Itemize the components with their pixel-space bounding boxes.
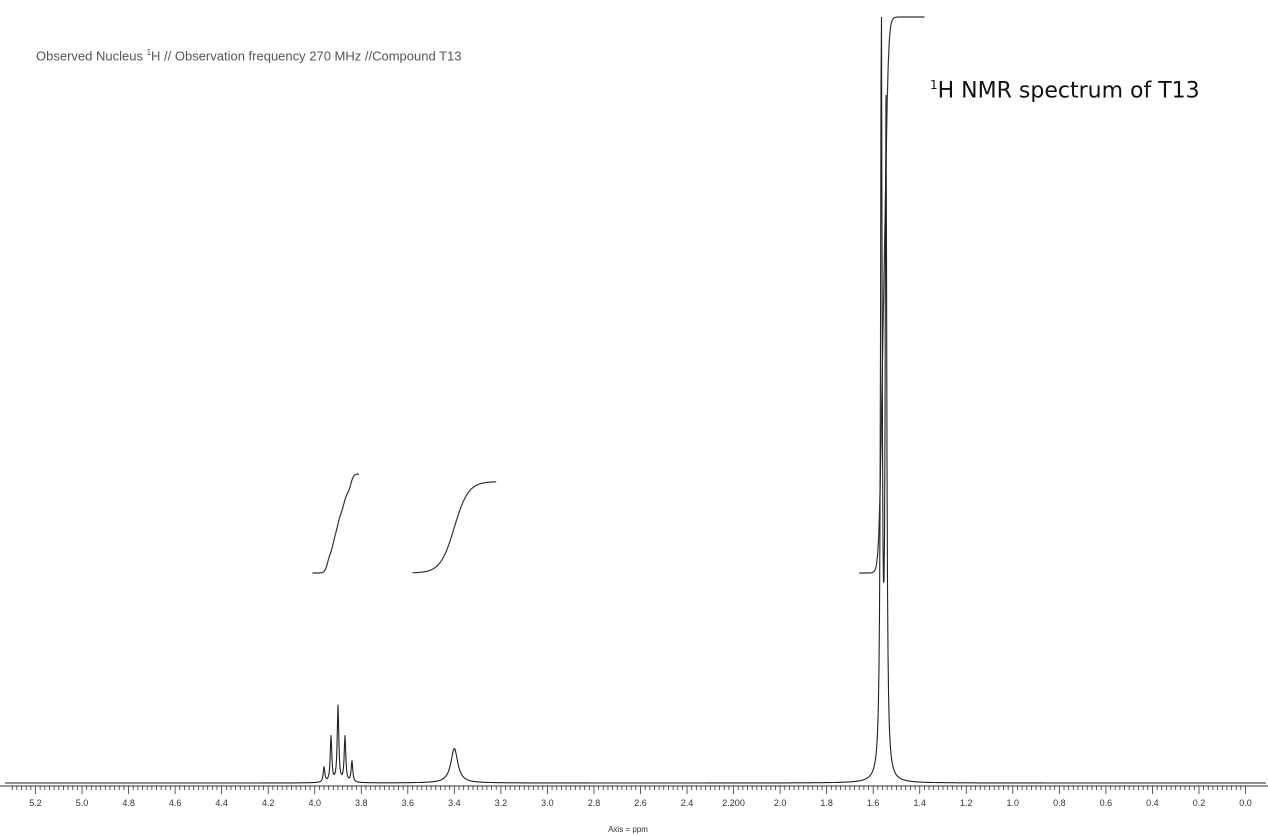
- acquisition-info-prefix: Observed Nucleus: [36, 48, 147, 64]
- acquisition-info-superscript: 1: [146, 48, 152, 57]
- acquisition-info-suffix: H // Observation frequency 270 MHz //Com…: [151, 48, 462, 64]
- tick-label: 3.2: [495, 798, 508, 808]
- tick-label: 5.2: [29, 798, 42, 808]
- chart-title-superscript: 1: [930, 78, 938, 92]
- integral-curves: [312, 16, 925, 574]
- chart-title-text: H NMR spectrum of T13: [937, 78, 1200, 104]
- tick-label: 1.2: [960, 798, 973, 808]
- integral-curve: [412, 481, 497, 574]
- integral-curve: [312, 473, 360, 574]
- tick-label: 4.6: [169, 798, 182, 808]
- tick-label: 5.0: [76, 798, 89, 808]
- integral-curve: [859, 16, 925, 574]
- tick-label: 3.8: [355, 798, 368, 808]
- tick-label: 1.6: [867, 798, 880, 808]
- tick-label: 0.6: [1100, 798, 1113, 808]
- tick-label: 0.4: [1146, 798, 1159, 808]
- tick-label: 3.0: [541, 798, 554, 808]
- tick-label: 2.6: [634, 798, 647, 808]
- tick-label: 1.4: [913, 798, 926, 808]
- tick-label: 2.200: [722, 798, 745, 808]
- tick-label: 1.8: [820, 798, 833, 808]
- tick-label: 4.4: [215, 798, 228, 808]
- tick-label: 4.2: [262, 798, 275, 808]
- tick-label: 3.6: [402, 798, 415, 808]
- tick-label: 3.4: [448, 798, 461, 808]
- tick-label: 2.0: [774, 798, 787, 808]
- tick-label: 4.0: [308, 798, 321, 808]
- acquisition-info: Observed Nucleus 1H // Observation frequ…: [36, 48, 462, 63]
- tick-label: 0.8: [1053, 798, 1066, 808]
- tick-label: 2.4: [681, 798, 694, 808]
- spectrum-line: [5, 16, 1266, 784]
- tick-label: 1.0: [1007, 798, 1020, 808]
- tick-label: 4.8: [122, 798, 135, 808]
- tick-label: 0.2: [1193, 798, 1206, 808]
- chart-title: 1H NMR spectrum of T13: [930, 78, 1200, 103]
- tick-label: 2.8: [588, 798, 601, 808]
- x-axis: 5.2 5.0 4.8 4.6 4.4 4.2 4.0 3.8 3.6 3.4 3.2 3.0 2.8 2…: [0, 785, 1268, 808]
- tick-label: 0.0: [1239, 798, 1252, 808]
- x-axis-label: Axis = ppm: [608, 825, 648, 834]
